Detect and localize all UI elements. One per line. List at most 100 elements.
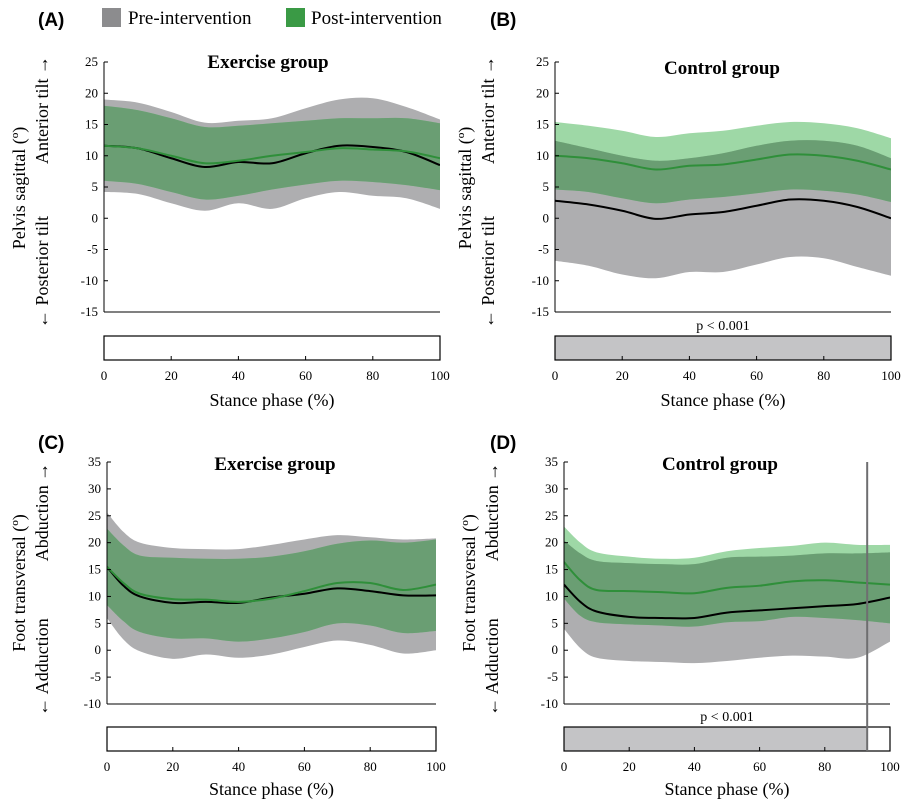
chart-title: Exercise group bbox=[214, 454, 335, 475]
legend-label-post: Post-intervention bbox=[311, 8, 442, 29]
plot-area bbox=[104, 97, 440, 211]
chart-title: Control group bbox=[664, 58, 780, 79]
spm-strip-frame bbox=[106, 726, 437, 752]
y-tick-label: 35 bbox=[88, 454, 101, 469]
x-tick-label: 80 bbox=[364, 759, 377, 774]
y-tick-label: 0 bbox=[95, 642, 102, 657]
y-axis-direction-upper: Anterior tilt → bbox=[478, 56, 498, 164]
x-tick-label: 20 bbox=[616, 368, 629, 383]
y-axis-direction-lower: ← Adduction bbox=[32, 618, 52, 716]
x-tick-label: 0 bbox=[552, 368, 559, 383]
post-intervention-mean-line bbox=[104, 144, 440, 165]
y-tick-label: 15 bbox=[536, 117, 549, 132]
x-tick-label: 80 bbox=[817, 368, 830, 383]
panel-letter: (B) bbox=[490, 10, 516, 31]
y-tick-label: 5 bbox=[95, 615, 102, 630]
y-tick-label: 0 bbox=[552, 642, 559, 657]
plot-area bbox=[555, 121, 891, 279]
x-tick-label: 40 bbox=[683, 368, 696, 383]
y-tick-label: 10 bbox=[88, 588, 101, 603]
y-tick-label: -5 bbox=[547, 669, 558, 684]
chart-title: Control group bbox=[662, 454, 778, 475]
spm-strip-frame bbox=[554, 335, 892, 361]
panel-letter: (D) bbox=[490, 433, 516, 454]
y-tick-label: -10 bbox=[81, 273, 98, 288]
legend-label-pre: Pre-intervention bbox=[128, 8, 252, 29]
y-axis-direction-lower: ← Posterior tilt bbox=[478, 216, 498, 328]
post-intervention-mean-line bbox=[107, 566, 436, 603]
y-axis-direction-lower: ← Posterior tilt bbox=[32, 216, 52, 328]
pre-intervention-mean-line bbox=[555, 198, 891, 220]
p-value-label: p < 0.001 bbox=[696, 319, 749, 334]
x-tick-label: 20 bbox=[165, 368, 178, 383]
p-value-label: p < 0.001 bbox=[700, 710, 753, 725]
y-axis-direction-lower: ← Adduction bbox=[482, 618, 502, 716]
x-axis-label: Stance phase (%) bbox=[209, 779, 334, 800]
y-tick-label: 5 bbox=[543, 179, 550, 194]
plot-area bbox=[107, 512, 436, 659]
y-tick-label: -5 bbox=[538, 242, 549, 257]
legend-swatch-pre bbox=[102, 8, 121, 27]
spm-significant-region bbox=[555, 336, 891, 360]
pre-intervention-mean-line bbox=[564, 583, 890, 620]
spm-significant-region bbox=[564, 727, 868, 751]
x-axis-label: Stance phase (%) bbox=[210, 390, 335, 411]
pre-intervention-mean-line bbox=[104, 144, 440, 169]
y-tick-label: 10 bbox=[536, 148, 549, 163]
spm-strip-frame bbox=[103, 335, 441, 361]
legend-swatch-post bbox=[286, 8, 305, 27]
y-tick-label: 15 bbox=[545, 562, 558, 577]
panel-b: (B) Control group 25 20 15 10 5 0 -5 -10 -15 Pelvis… bbox=[455, 10, 901, 411]
y-tick-label: 30 bbox=[88, 481, 101, 496]
post-intervention-mean-line bbox=[555, 153, 891, 171]
spm-strip-frame bbox=[563, 726, 891, 752]
x-tick-label: 60 bbox=[753, 759, 766, 774]
y-tick-label: 25 bbox=[536, 54, 549, 69]
y-tick-label: 10 bbox=[85, 148, 98, 163]
spm-significance-strip bbox=[554, 335, 892, 361]
y-tick-label: 5 bbox=[552, 615, 559, 630]
y-axis-label: Pelvis sagittal (º) bbox=[9, 127, 30, 250]
y-tick-label: 25 bbox=[85, 54, 98, 69]
y-tick-label: -5 bbox=[90, 669, 101, 684]
x-tick-label: 0 bbox=[104, 759, 111, 774]
y-tick-label: 20 bbox=[85, 85, 98, 100]
x-axis-label: Stance phase (%) bbox=[665, 779, 790, 800]
y-tick-label: 10 bbox=[545, 588, 558, 603]
x-tick-label: 0 bbox=[101, 368, 108, 383]
chart-title: Exercise group bbox=[207, 52, 328, 73]
y-tick-label: -5 bbox=[87, 242, 98, 257]
y-tick-label: 5 bbox=[92, 179, 99, 194]
x-tick-label: 100 bbox=[881, 368, 901, 383]
x-tick-label: 80 bbox=[366, 368, 379, 383]
spm-significance-strip bbox=[106, 726, 437, 752]
y-axis-direction-upper: Anterior tilt → bbox=[32, 56, 52, 164]
x-tick-label: 0 bbox=[561, 759, 568, 774]
x-tick-label: 60 bbox=[750, 368, 763, 383]
spm-significance-strip bbox=[563, 726, 891, 752]
panel-c: (C) Exercise group 35 30 25 20 15 10 5 0 -5 -10 Foot… bbox=[9, 433, 446, 800]
panel-d: (D) Control group 35 30 25 20 15 10 5 0 -5 -10 Foot … bbox=[459, 433, 900, 800]
y-tick-label: 20 bbox=[88, 535, 101, 550]
y-tick-label: 35 bbox=[545, 454, 558, 469]
y-axis-direction-upper: Abduction → bbox=[32, 463, 52, 562]
y-tick-label: 15 bbox=[88, 562, 101, 577]
y-axis-label: Foot transversal (º) bbox=[9, 514, 30, 652]
y-tick-label: -10 bbox=[532, 273, 549, 288]
overlap-band bbox=[104, 105, 440, 200]
panel-a: (A) Exercise group 25 20 15 10 5 0 -5 -10 -15 Pelvi… bbox=[9, 10, 450, 411]
panel-letter: (C) bbox=[38, 433, 64, 454]
overlap-band bbox=[107, 528, 436, 642]
x-tick-label: 100 bbox=[426, 759, 446, 774]
x-tick-label: 60 bbox=[298, 759, 311, 774]
x-tick-label: 100 bbox=[880, 759, 900, 774]
x-tick-label: 80 bbox=[818, 759, 831, 774]
panel-letter: (A) bbox=[38, 10, 64, 31]
x-tick-label: 40 bbox=[232, 759, 245, 774]
y-tick-label: 15 bbox=[85, 117, 98, 132]
y-tick-label: 25 bbox=[88, 508, 101, 523]
x-tick-label: 100 bbox=[430, 368, 450, 383]
y-axis-label: Pelvis sagittal (º) bbox=[455, 127, 476, 250]
y-tick-label: 0 bbox=[92, 210, 99, 225]
